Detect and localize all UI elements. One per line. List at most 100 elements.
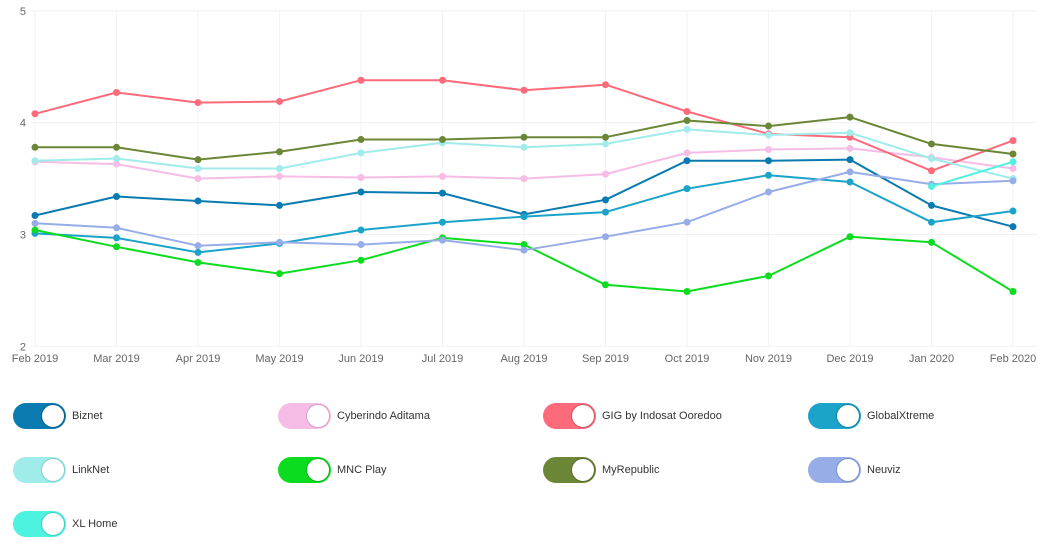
data-point-linknet[interactable] — [683, 125, 691, 133]
legend-item-xl-home[interactable]: XL Home — [13, 510, 117, 538]
data-point-biznet[interactable] — [928, 201, 935, 209]
data-point-mnc-play[interactable] — [683, 288, 691, 296]
data-point-mnc-play[interactable] — [928, 238, 935, 246]
data-point-mnc-play[interactable] — [194, 258, 202, 266]
legend-toggle-cyberindo-aditama[interactable] — [278, 403, 331, 429]
data-point-neuviz[interactable] — [439, 236, 446, 244]
data-point-cyberindo-aditama[interactable] — [520, 175, 528, 183]
data-point-biznet[interactable] — [31, 211, 39, 219]
data-point-myrepublic[interactable] — [194, 156, 202, 164]
data-point-globalxtreme[interactable] — [683, 185, 691, 193]
legend-item-gig-by-indosat-ooredoo[interactable]: GIG by Indosat Ooredoo — [543, 402, 722, 430]
data-point-myrepublic[interactable] — [31, 143, 39, 151]
data-point-biznet[interactable] — [276, 201, 283, 209]
data-point-mnc-play[interactable] — [31, 226, 39, 234]
data-point-linknet[interactable] — [276, 165, 283, 173]
data-point-myrepublic[interactable] — [357, 135, 365, 143]
data-point-globalxtreme[interactable] — [602, 208, 609, 216]
data-point-myrepublic[interactable] — [928, 140, 935, 148]
data-point-cyberindo-aditama[interactable] — [846, 144, 854, 152]
data-point-neuviz[interactable] — [602, 233, 609, 241]
data-point-linknet[interactable] — [602, 140, 609, 148]
data-point-neuviz[interactable] — [683, 218, 691, 226]
data-point-mnc-play[interactable] — [520, 241, 528, 249]
data-point-neuviz[interactable] — [113, 224, 120, 232]
data-point-linknet[interactable] — [765, 131, 772, 139]
data-point-myrepublic[interactable] — [602, 133, 609, 141]
data-point-globalxtreme[interactable] — [194, 248, 202, 256]
data-point-gig-by-indosat-ooredoo[interactable] — [439, 76, 446, 84]
data-point-gig-by-indosat-ooredoo[interactable] — [602, 81, 609, 89]
data-point-gig-by-indosat-ooredoo[interactable] — [31, 110, 39, 118]
data-point-linknet[interactable] — [928, 154, 935, 162]
data-point-cyberindo-aditama[interactable] — [194, 175, 202, 183]
data-point-biznet[interactable] — [439, 189, 446, 197]
data-point-cyberindo-aditama[interactable] — [683, 149, 691, 157]
data-point-cyberindo-aditama[interactable] — [765, 146, 772, 154]
data-point-linknet[interactable] — [357, 149, 365, 157]
data-point-gig-by-indosat-ooredoo[interactable] — [520, 86, 528, 94]
data-point-gig-by-indosat-ooredoo[interactable] — [357, 76, 365, 84]
data-point-linknet[interactable] — [846, 129, 854, 137]
data-point-globalxtreme[interactable] — [520, 213, 528, 221]
legend-item-biznet[interactable]: Biznet — [13, 402, 103, 430]
data-point-mnc-play[interactable] — [276, 270, 283, 278]
data-point-myrepublic[interactable] — [520, 133, 528, 141]
data-point-linknet[interactable] — [194, 165, 202, 173]
data-point-biznet[interactable] — [1009, 223, 1017, 231]
data-point-xl-home[interactable] — [1009, 158, 1017, 166]
data-point-globalxtreme[interactable] — [439, 218, 446, 226]
data-point-mnc-play[interactable] — [1009, 288, 1017, 296]
legend-toggle-globalxtreme[interactable] — [808, 403, 861, 429]
data-point-linknet[interactable] — [113, 154, 120, 162]
data-point-gig-by-indosat-ooredoo[interactable] — [683, 108, 691, 116]
data-point-cyberindo-aditama[interactable] — [1009, 165, 1017, 173]
legend-toggle-linknet[interactable] — [13, 457, 66, 483]
data-point-neuviz[interactable] — [846, 168, 854, 176]
data-point-mnc-play[interactable] — [765, 272, 772, 280]
data-point-globalxtreme[interactable] — [846, 178, 854, 186]
data-point-globalxtreme[interactable] — [1009, 207, 1017, 215]
legend-item-linknet[interactable]: LinkNet — [13, 456, 109, 484]
data-point-gig-by-indosat-ooredoo[interactable] — [276, 97, 283, 105]
data-point-biznet[interactable] — [357, 188, 365, 196]
data-point-xl-home[interactable] — [928, 182, 935, 190]
data-point-neuviz[interactable] — [520, 246, 528, 254]
legend-item-mnc-play[interactable]: MNC Play — [278, 456, 387, 484]
legend-toggle-mnc-play[interactable] — [278, 457, 331, 483]
legend-item-myrepublic[interactable]: MyRepublic — [543, 456, 659, 484]
data-point-mnc-play[interactable] — [846, 233, 854, 241]
data-point-globalxtreme[interactable] — [113, 234, 120, 242]
data-point-myrepublic[interactable] — [765, 122, 772, 130]
data-point-gig-by-indosat-ooredoo[interactable] — [113, 89, 120, 97]
legend-toggle-biznet[interactable] — [13, 403, 66, 429]
legend-toggle-neuviz[interactable] — [808, 457, 861, 483]
data-point-cyberindo-aditama[interactable] — [439, 172, 446, 180]
data-point-myrepublic[interactable] — [276, 148, 283, 156]
data-point-myrepublic[interactable] — [846, 113, 854, 121]
data-point-mnc-play[interactable] — [602, 281, 609, 289]
data-point-biznet[interactable] — [194, 197, 202, 205]
data-point-myrepublic[interactable] — [439, 135, 446, 143]
data-point-mnc-play[interactable] — [113, 243, 120, 251]
data-point-gig-by-indosat-ooredoo[interactable] — [1009, 137, 1017, 145]
data-point-myrepublic[interactable] — [683, 116, 691, 124]
legend-toggle-xl-home[interactable] — [13, 511, 66, 537]
data-point-neuviz[interactable] — [194, 242, 202, 250]
data-point-neuviz[interactable] — [31, 219, 39, 227]
data-point-cyberindo-aditama[interactable] — [357, 173, 365, 181]
data-point-neuviz[interactable] — [1009, 177, 1017, 185]
data-point-neuviz[interactable] — [276, 238, 283, 246]
data-point-biznet[interactable] — [765, 157, 772, 165]
data-point-linknet[interactable] — [31, 157, 39, 165]
legend-item-cyberindo-aditama[interactable]: Cyberindo Aditama — [278, 402, 430, 430]
data-point-myrepublic[interactable] — [113, 143, 120, 151]
data-point-biznet[interactable] — [683, 157, 691, 165]
data-point-biznet[interactable] — [602, 196, 609, 204]
data-point-linknet[interactable] — [520, 143, 528, 151]
data-point-biznet[interactable] — [113, 192, 120, 200]
legend-item-neuviz[interactable]: Neuviz — [808, 456, 901, 484]
data-point-cyberindo-aditama[interactable] — [276, 172, 283, 180]
data-point-mnc-play[interactable] — [357, 256, 365, 264]
data-point-globalxtreme[interactable] — [765, 171, 772, 179]
